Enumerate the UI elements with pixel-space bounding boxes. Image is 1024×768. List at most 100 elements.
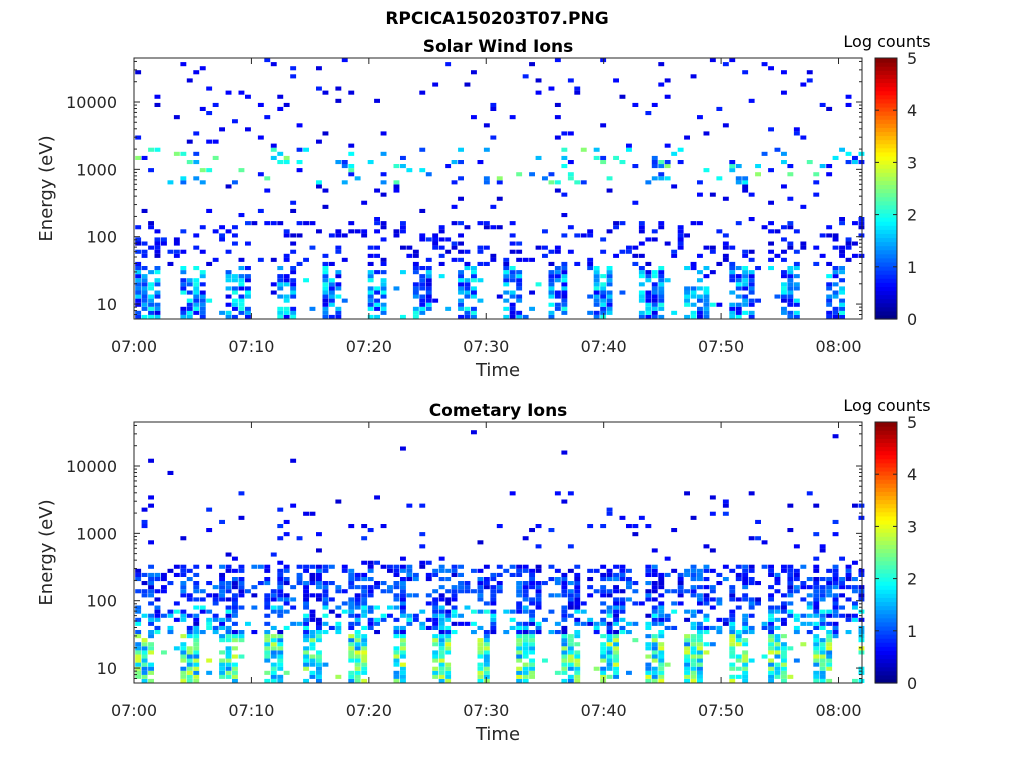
spectrogram-cell: [819, 609, 826, 614]
spectrogram-cell: [400, 630, 406, 635]
spectrogram-cell: [490, 625, 497, 630]
spectrogram-cell: [606, 306, 613, 311]
spectrogram-cell: [690, 593, 697, 598]
spectrogram-cell: [180, 572, 187, 577]
spectrogram-cell: [361, 650, 368, 655]
spectrogram-cell: [432, 625, 439, 630]
spectrogram-cell: [761, 621, 768, 626]
spectrogram-cell: [632, 164, 639, 169]
spectrogram-cell: [322, 310, 329, 315]
spectrogram-cell: [645, 593, 652, 598]
colorbar-swatch: [875, 466, 897, 472]
spectrogram-cell: [328, 581, 335, 586]
spectrogram-cell: [277, 524, 284, 529]
spectrogram-cell: [638, 515, 645, 520]
spectrogram-cell: [561, 499, 568, 504]
spectrogram-cell: [445, 589, 452, 594]
spectrogram-cell: [690, 654, 697, 659]
spectrogram-cell: [826, 630, 833, 635]
spectrogram-cell: [645, 306, 652, 311]
spectrogram-cell: [232, 621, 238, 626]
spectrogram-cell: [709, 495, 716, 500]
spectrogram-cell: [768, 266, 774, 271]
spectrogram-cell: [742, 564, 749, 569]
spectrogram-cell: [787, 528, 794, 533]
spectrogram-cell: [509, 249, 516, 254]
spectrogram-cell: [729, 585, 736, 590]
spectrogram-cell: [768, 168, 774, 173]
colorbar-swatch: [875, 135, 897, 141]
spectrogram-cell: [148, 314, 154, 319]
spectrogram-cell: [180, 642, 187, 647]
spectrogram-cell: [380, 617, 387, 622]
spectrogram-cell: [813, 609, 820, 614]
spectrogram-cell: [393, 180, 400, 185]
spectrogram-cell: [852, 613, 858, 618]
spectrogram-cell: [806, 621, 813, 626]
spectrogram-cell: [148, 630, 154, 635]
spectrogram-cell: [826, 261, 833, 266]
spectrogram-cell: [290, 458, 297, 463]
spectrogram-cell: [826, 678, 833, 683]
spectrogram-cell: [748, 597, 755, 602]
spectrogram-cell: [574, 609, 581, 614]
spectrogram-cell: [813, 658, 820, 663]
spectrogram-cell: [290, 294, 297, 299]
colorbar-swatch: [875, 621, 897, 627]
spectrogram-cell: [858, 572, 865, 577]
spectrogram-cell: [432, 601, 439, 606]
x-tick-label: 07:40: [581, 701, 627, 720]
spectrogram-cell: [309, 670, 316, 675]
spectrogram-cell: [374, 630, 380, 635]
colorbar-swatch: [875, 208, 897, 214]
spectrogram-cell: [755, 581, 761, 586]
spectrogram-cell: [361, 658, 368, 663]
spectrogram-cell: [393, 572, 400, 577]
spectrogram-cell: [393, 568, 400, 573]
spectrogram-cell: [561, 593, 568, 598]
spectrogram-cell: [471, 589, 477, 594]
spectrogram-cell: [832, 634, 839, 639]
spectrogram-cell: [290, 306, 297, 311]
spectrogram-cell: [561, 192, 568, 197]
spectrogram-cell: [400, 581, 406, 586]
spectrogram-cell: [483, 670, 490, 675]
spectrogram-cell: [826, 585, 833, 590]
spectrogram-cell: [270, 597, 277, 602]
spectrogram-cell: [232, 298, 238, 303]
spectrogram-cell: [768, 564, 774, 569]
spectrogram-cell: [522, 625, 529, 630]
spectrogram-cell: [290, 266, 297, 271]
spectrogram-cell: [148, 306, 154, 311]
spectrogram-cell: [451, 609, 458, 614]
spectrogram-cell: [238, 266, 245, 271]
spectrogram-cell: [348, 674, 355, 679]
spectrogram-cell: [742, 266, 749, 271]
colorbar-swatch: [875, 519, 897, 525]
spectrogram-cell: [225, 294, 232, 299]
spectrogram-cell: [774, 638, 781, 643]
spectrogram-cell: [238, 491, 245, 496]
spectrogram-cell: [232, 577, 238, 582]
spectrogram-cell: [774, 646, 781, 651]
spectrogram-cell: [425, 274, 432, 279]
spectrogram-cell: [813, 662, 820, 667]
spectrogram-cell: [613, 221, 619, 226]
spectrogram-cell: [458, 160, 464, 165]
spectrogram-cell: [141, 581, 148, 586]
spectrogram-cell: [225, 568, 232, 573]
spectrogram-cell: [419, 503, 426, 508]
spectrogram-cell: [219, 564, 225, 569]
spectrogram-cell: [193, 585, 200, 590]
spectrogram-cell: [186, 298, 193, 303]
spectrogram-cell: [438, 678, 445, 683]
spectrogram-cell: [180, 670, 187, 675]
spectrogram-cell: [309, 245, 316, 250]
spectrogram-cell: [735, 274, 742, 279]
spectrogram-cell: [542, 658, 548, 663]
spectrogram-cell: [613, 670, 619, 675]
spectrogram-cell: [690, 74, 697, 79]
spectrogram-cell: [400, 650, 406, 655]
spectrogram-cell: [684, 294, 690, 299]
spectrogram-cell: [419, 621, 426, 626]
